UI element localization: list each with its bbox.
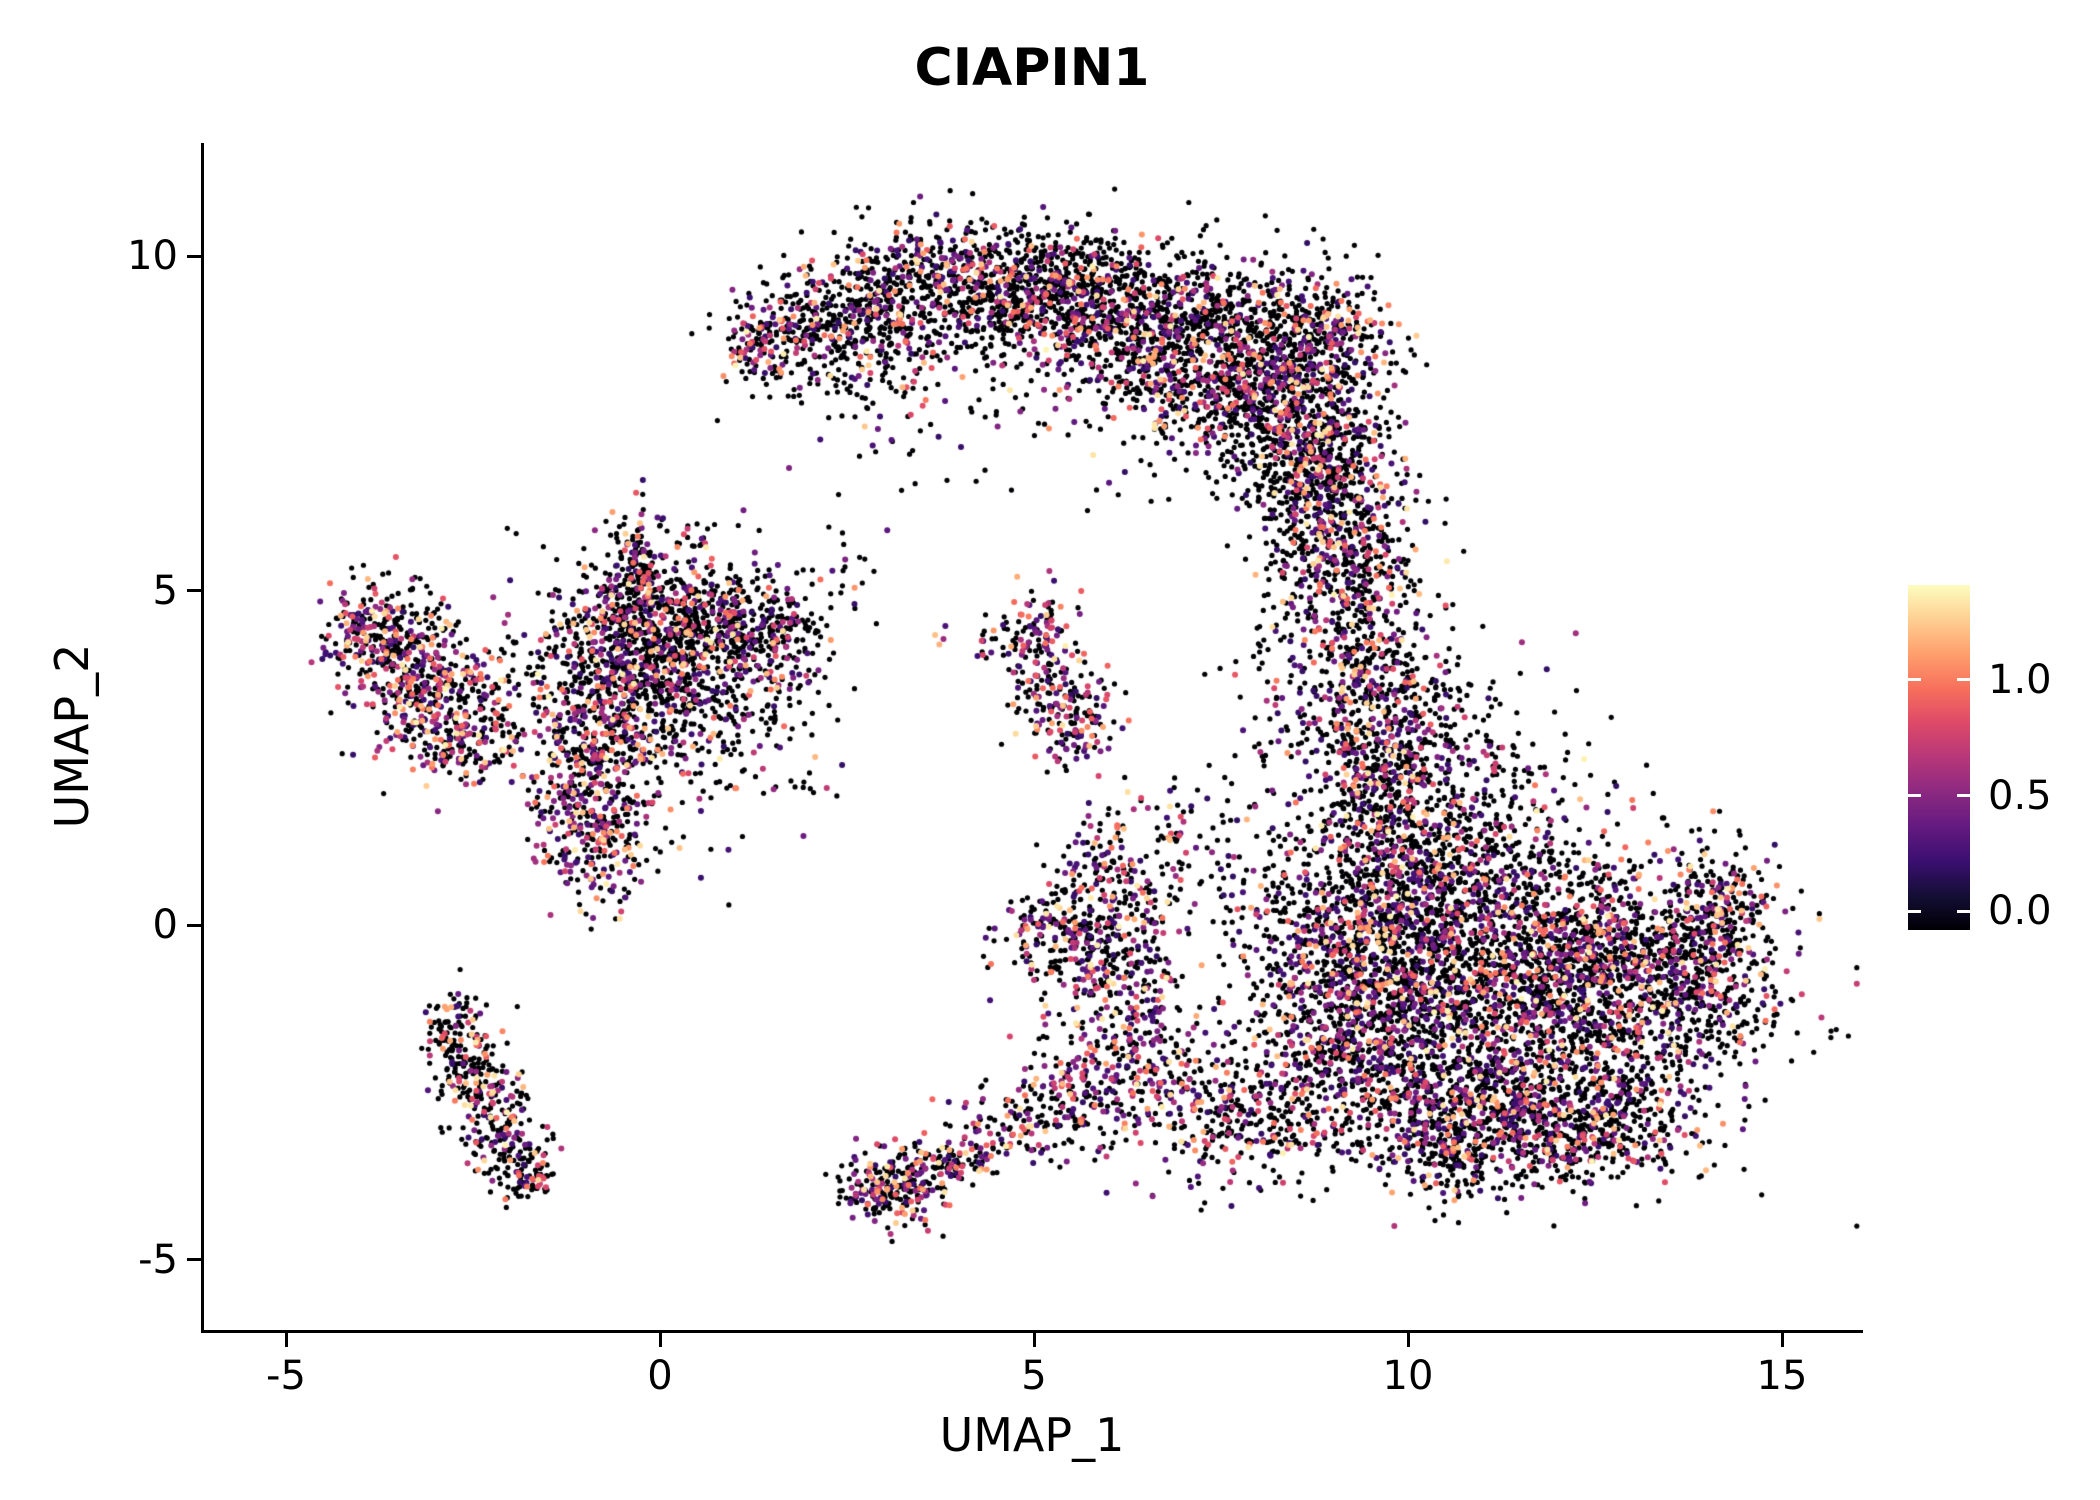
y-tick-mark: [187, 254, 201, 258]
x-tick-mark: [284, 1333, 288, 1347]
colorbar-tick-mark: [1908, 909, 1921, 913]
y-tick-mark: [187, 923, 201, 927]
y-tick-mark: [187, 1258, 201, 1261]
x-tick-label: -5: [266, 1353, 306, 1399]
x-tick-mark: [1780, 1333, 1784, 1347]
colorbar-legend: [1908, 585, 1970, 930]
colorbar-tick-mark: [1908, 678, 1921, 682]
x-tick-mark: [658, 1333, 662, 1347]
x-tick-mark: [1032, 1333, 1036, 1347]
y-tick-mark: [187, 589, 201, 592]
colorbar-tick-label: 0.5: [1988, 772, 2052, 819]
y-axis-title: UMAP_2: [45, 643, 99, 829]
y-tick-label: 0: [152, 902, 178, 948]
colorbar-tick-mark: [1957, 909, 1970, 913]
colorbar-tick-mark: [1957, 678, 1970, 682]
x-tick-label: 0: [647, 1353, 673, 1399]
y-tick-label: 10: [127, 233, 178, 279]
x-tick-label: 5: [1021, 1353, 1047, 1399]
colorbar-tick-mark: [1957, 794, 1970, 798]
x-tick-mark: [1406, 1333, 1410, 1347]
y-tick-label: 5: [152, 567, 178, 614]
colorbar-tick-label: 1.0: [1988, 656, 2052, 703]
x-axis-line: [201, 1330, 1863, 1333]
x-axis-title: UMAP_1: [939, 1408, 1125, 1462]
colorbar-tick-mark: [1908, 794, 1921, 798]
y-tick-label: -5: [138, 1236, 178, 1283]
colorbar-tick-label: 0.0: [1988, 888, 2052, 935]
x-tick-label: 10: [1382, 1353, 1434, 1399]
x-tick-label: 15: [1756, 1353, 1808, 1399]
y-axis-line: [201, 143, 204, 1333]
